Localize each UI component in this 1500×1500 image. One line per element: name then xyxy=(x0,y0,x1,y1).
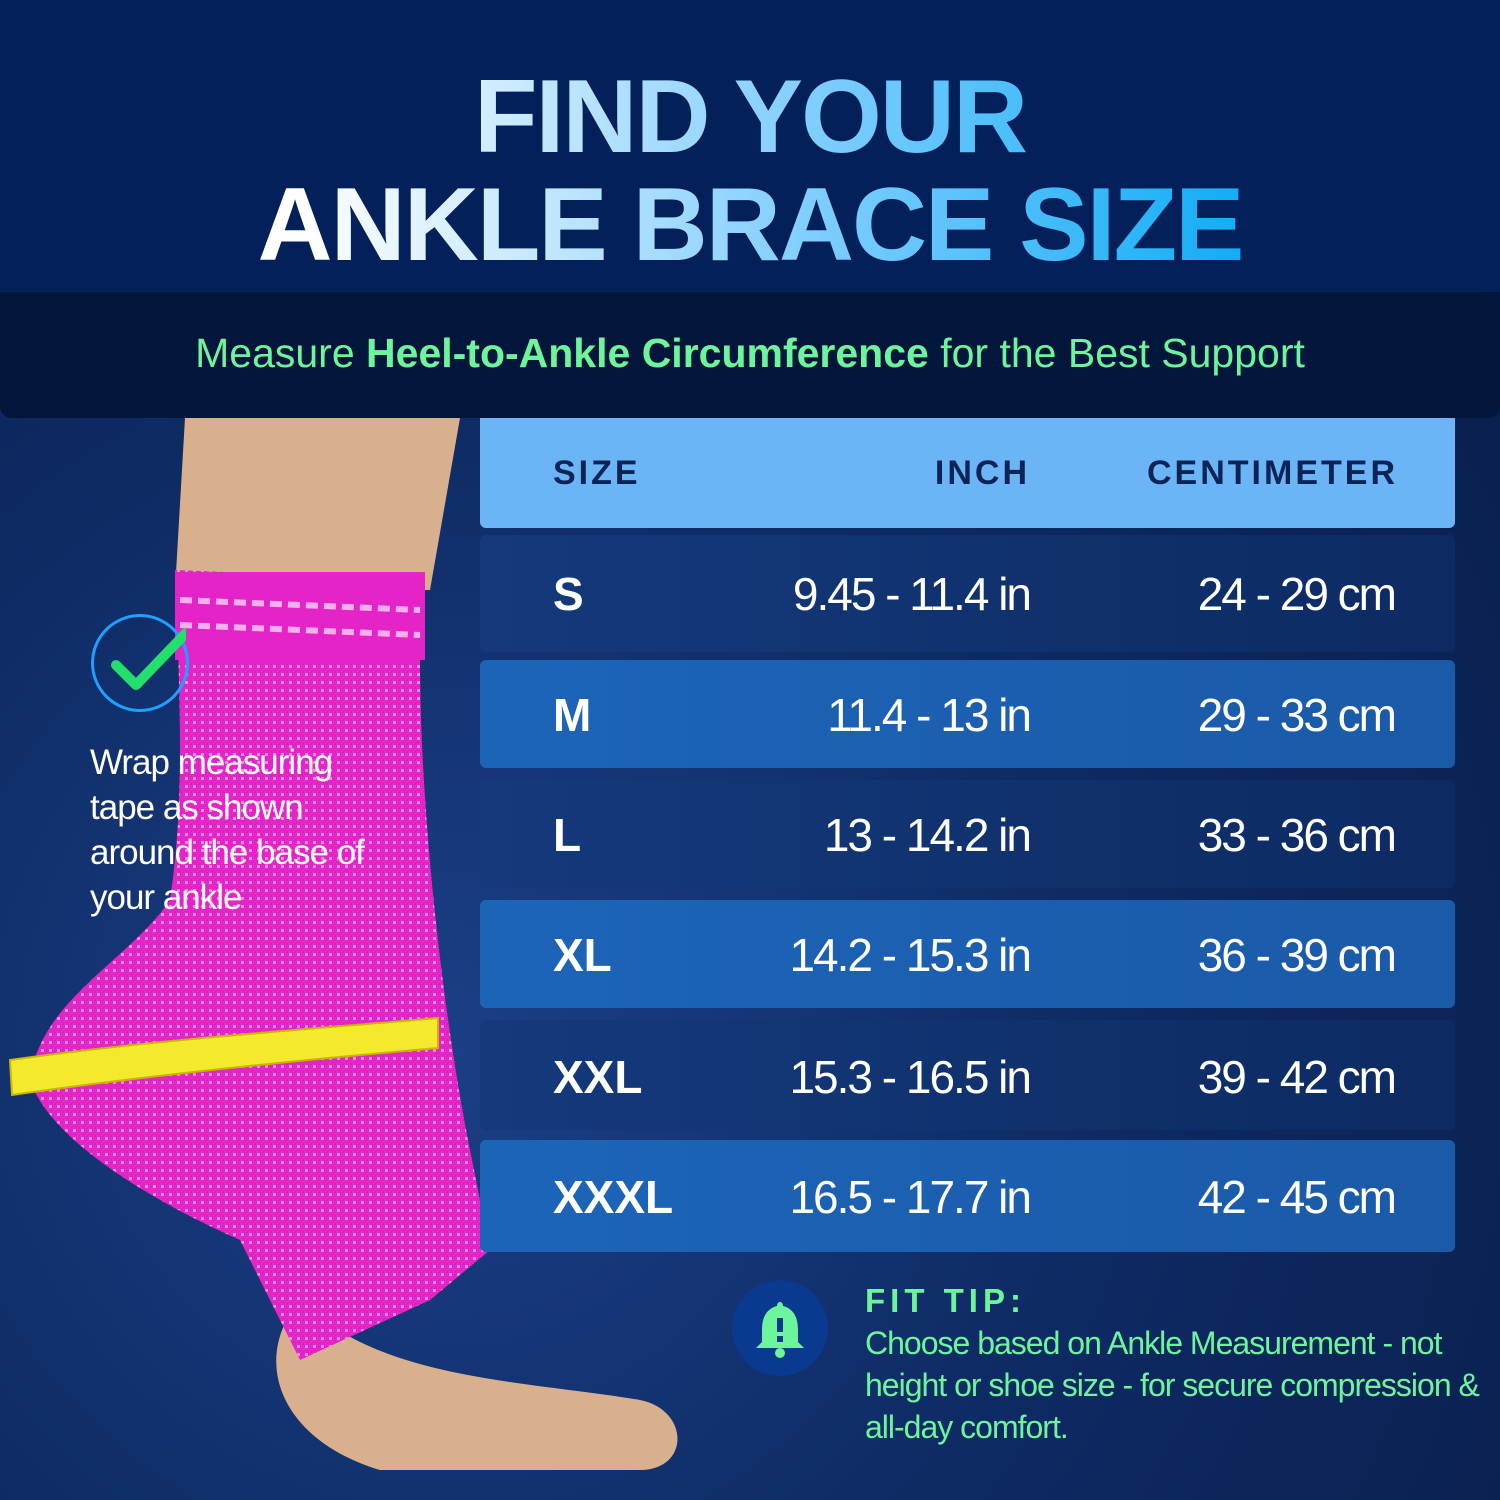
cm-cell: 36 - 39 cm xyxy=(1197,929,1397,981)
fit-tip-body: Choose based on Ankle Measurement - not … xyxy=(865,1325,1480,1445)
size-cell: M xyxy=(553,689,592,741)
size-cell: XXXL xyxy=(553,1171,674,1223)
size-cell: XL xyxy=(553,929,612,981)
fit-tip-title: FIT TIP: xyxy=(865,1282,1026,1319)
inch-cell: 16.5 - 17.7 in xyxy=(789,1171,1032,1223)
bell-alert-icon xyxy=(732,1280,828,1376)
column-header-size: SIZE xyxy=(553,454,641,492)
table-row: XXXL 16.5 - 17.7 in 42 - 45 cm xyxy=(480,1140,1455,1252)
inch-cell: 11.4 - 13 in xyxy=(827,689,1032,741)
table-row: XXL 15.3 - 16.5 in 39 - 42 cm xyxy=(480,1020,1455,1130)
table-header: SIZE INCH CENTIMETER xyxy=(480,418,1455,528)
subtitle-prefix: Measure xyxy=(195,330,367,376)
leg-skin xyxy=(175,418,460,590)
table-row: L 13 - 14.2 in 33 - 36 cm xyxy=(480,780,1455,888)
cm-cell: 29 - 33 cm xyxy=(1197,689,1397,741)
foot-skin xyxy=(276,1300,678,1470)
column-header-centimeter: CENTIMETER xyxy=(1147,454,1398,492)
table-row: S 9.45 - 11.4 in 24 - 29 cm xyxy=(480,535,1455,652)
brace-sleeve xyxy=(30,570,490,1360)
size-cell: XXL xyxy=(553,1051,643,1103)
cm-cell: 24 - 29 cm xyxy=(1197,568,1397,620)
measuring-instruction: Wrap measuring tape as shown around the … xyxy=(90,743,365,917)
subtitle: Measure Heel-to-Ankle Circumference for … xyxy=(0,330,1500,377)
column-header-inch: INCH xyxy=(934,454,1030,492)
ankle-brace-illustration xyxy=(8,418,678,1470)
title-line-2: ANKLE BRACE SIZE xyxy=(0,170,1500,280)
size-cell: L xyxy=(553,809,582,861)
subtitle-suffix: for the Best Support xyxy=(928,330,1305,376)
size-cell: S xyxy=(553,568,584,620)
header-band: FIND YOUR ANKLE BRACE SIZE xyxy=(0,0,1500,300)
inch-cell: 13 - 14.2 in xyxy=(823,809,1032,861)
cm-cell: 39 - 42 cm xyxy=(1197,1051,1397,1103)
brace-cuff xyxy=(175,572,425,660)
table-row: XL 14.2 - 15.3 in 36 - 39 cm xyxy=(480,900,1455,1008)
checkmark-circle-icon xyxy=(91,614,191,712)
cm-cell: 33 - 36 cm xyxy=(1197,809,1397,861)
subtitle-emphasis: Heel-to-Ankle Circumference xyxy=(366,330,929,376)
table-row: M 11.4 - 13 in 29 - 33 cm xyxy=(480,660,1455,768)
inch-cell: 14.2 - 15.3 in xyxy=(789,929,1032,981)
cm-cell: 42 - 45 cm xyxy=(1197,1171,1397,1223)
brace-cuff-pattern xyxy=(179,597,421,638)
subtitle-band xyxy=(0,292,1500,418)
measuring-tape xyxy=(8,1016,439,1097)
inch-cell: 9.45 - 11.4 in xyxy=(792,568,1032,620)
inch-cell: 15.3 - 16.5 in xyxy=(789,1051,1032,1103)
title-line-1: FIND YOUR xyxy=(0,62,1500,172)
